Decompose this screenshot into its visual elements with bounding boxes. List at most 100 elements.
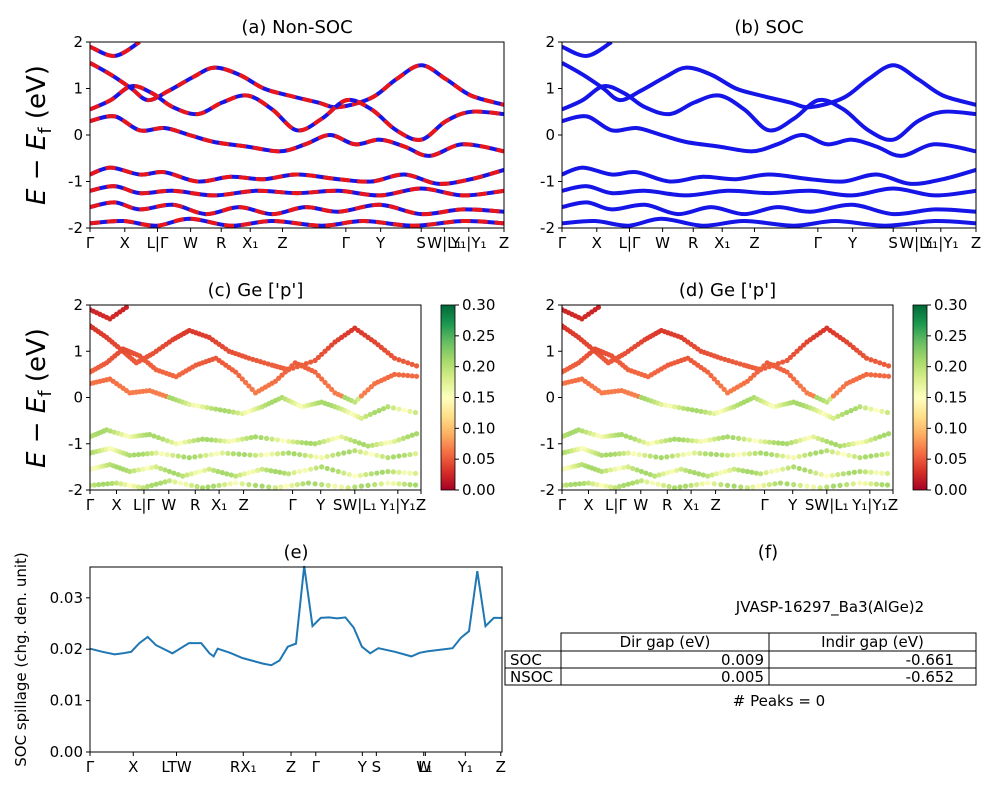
- panel-d-dot: [623, 433, 629, 439]
- panel-c-dot: [236, 372, 242, 379]
- panel-c-dot: [391, 438, 398, 445]
- panel-d-dot: [758, 366, 764, 372]
- panel-c-dot: [302, 452, 308, 458]
- panel-c-dot: [194, 483, 200, 490]
- panel-d-dot: [852, 406, 859, 412]
- panel-e-xtick-label: Z: [496, 758, 506, 776]
- panel-d-dot: [791, 455, 797, 461]
- panel-d-xtick-label: Γ: [558, 496, 567, 514]
- panel-d-dot: [691, 450, 698, 456]
- panel-c-dot: [322, 379, 328, 386]
- table-cell: [768, 667, 977, 686]
- panel-c-cbtick-label: 0.10: [462, 419, 495, 437]
- panel-c-dot: [385, 480, 391, 486]
- panel-d-dot: [663, 438, 669, 444]
- panel-e-ylabel: SOC spillage (chg. den. unit): [12, 552, 30, 767]
- panel-d-dot: [824, 484, 830, 490]
- panel-d-dot: [645, 441, 651, 447]
- panel-c-dot: [332, 483, 338, 489]
- panel-c-dot: [255, 467, 261, 473]
- panel-c-dot: [362, 390, 368, 396]
- panel-c-dot: [376, 408, 382, 414]
- panel-c-colorbar: [440, 304, 456, 491]
- panel-d-dot: [885, 373, 892, 379]
- panel-a-xtick-label: X: [120, 234, 130, 252]
- panel-c-dot: [204, 436, 210, 443]
- panel-d-dot: [784, 481, 790, 487]
- panel-d-dot: [744, 378, 750, 384]
- panel-d-dot: [649, 480, 656, 486]
- panel-c-dot: [146, 431, 153, 438]
- panel-c-dot: [199, 485, 206, 490]
- panel-c-dot: [263, 467, 270, 473]
- panel-c-dot: [286, 438, 292, 445]
- panel-d-dot: [621, 450, 627, 456]
- panel-c-dot: [294, 439, 301, 445]
- panel-c-dot: [237, 472, 243, 478]
- panel-d-dot: [840, 471, 846, 477]
- panel-b-band-1: [562, 61, 976, 110]
- panel-d-dot: [777, 480, 784, 486]
- panel-c-dot: [396, 372, 402, 378]
- panel-c-dot: [202, 467, 208, 473]
- panel-c-dot: [219, 450, 225, 456]
- panel-c-dot: [355, 396, 361, 402]
- panel-d-dot: [748, 375, 754, 381]
- table-cell-indir: -0.652: [906, 668, 954, 686]
- panel-c-xtick-label: Y: [315, 496, 326, 514]
- panel-d-dot: [749, 469, 755, 475]
- panel-c-dot: [169, 439, 175, 445]
- panel-d-dot: [846, 470, 852, 476]
- panel-e-ytick-label: 0.01: [50, 692, 83, 710]
- panel-d-dot: [784, 441, 790, 447]
- panel-d-dot: [862, 454, 869, 460]
- panel-c-dot: [151, 433, 157, 439]
- panel-c-dot: [225, 450, 231, 456]
- panel-d-cbtick-label: 0.15: [934, 389, 967, 407]
- panel-d-dot: [868, 453, 874, 459]
- panel-d-dot: [837, 387, 843, 393]
- panel-c-dot: [144, 465, 150, 472]
- panel-d-dot: [599, 452, 605, 458]
- panel-d-dot: [819, 437, 825, 443]
- panel-c-dot: [278, 484, 284, 490]
- panel-d-dot: [791, 464, 797, 470]
- panel-c-dot: [247, 452, 253, 458]
- panel-d-dot: [787, 372, 793, 379]
- panel-c-dot: [297, 451, 303, 458]
- panel-d-dot: [638, 478, 645, 484]
- panel-d-dot: [797, 437, 803, 443]
- panel-c-dot: [158, 480, 164, 486]
- panel-c-dot: [330, 467, 336, 473]
- panel-c-dot: [385, 468, 391, 475]
- panel-c-dot: [175, 471, 181, 478]
- panel-a-band-dash-3: [90, 114, 504, 158]
- panel-d-dot: [612, 485, 618, 490]
- panel-c-dot: [330, 436, 336, 442]
- panel-d-dot: [607, 451, 614, 458]
- panel-c-dot: [140, 451, 146, 457]
- panel-c-dot: [230, 451, 237, 457]
- panel-c-dot: [281, 470, 287, 476]
- panel-d-dot: [769, 468, 775, 475]
- panel-c-dot: [246, 482, 252, 488]
- panel-a-ytick-label: 2: [73, 33, 83, 51]
- panel-d-dot: [807, 468, 813, 475]
- panel-d-xtick-label: X₁: [683, 496, 699, 514]
- panel-d-dot: [658, 401, 664, 408]
- panel-d-dot: [688, 482, 694, 488]
- panel-d-dot: [775, 440, 781, 446]
- panel-c-dot: [280, 438, 286, 444]
- panel-a-ytick-label: 0: [73, 126, 83, 144]
- panel-c-dot: [249, 386, 255, 393]
- panel-c-dot: [413, 373, 420, 379]
- panel-d-plot: [562, 305, 892, 490]
- panel-d-dot: [750, 484, 756, 490]
- panel-d-dot: [727, 467, 733, 473]
- panel-c-dot: [153, 450, 159, 456]
- panel-c-dot: [401, 481, 408, 487]
- panel-c-dot: [210, 483, 217, 489]
- panel-d-dot: [846, 452, 852, 458]
- panel-a-band-dash-7: [90, 216, 504, 228]
